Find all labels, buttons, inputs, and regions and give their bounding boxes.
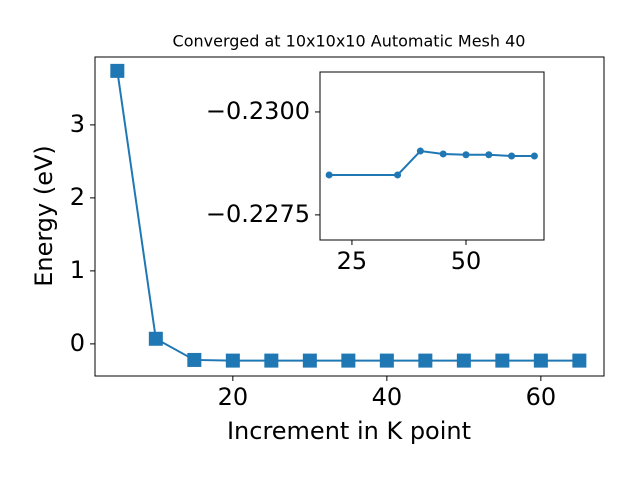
data-point	[394, 171, 402, 179]
data-point	[572, 353, 587, 368]
data-point	[462, 151, 470, 159]
y-axis-label: Energy (eV)	[30, 145, 58, 287]
x-axis-label: Increment in K point	[227, 417, 471, 445]
data-point	[148, 331, 163, 346]
data-point	[530, 152, 538, 160]
data-point	[508, 152, 516, 160]
data-line	[329, 150, 535, 176]
data-point	[439, 150, 447, 158]
y-tick-label: 3	[70, 110, 85, 138]
x-tick-label: 50	[451, 247, 482, 275]
y-tick-label: 1	[70, 256, 85, 284]
y-tick-label: −0.2275	[206, 200, 310, 228]
data-point	[485, 151, 493, 159]
data-point	[495, 353, 510, 368]
data-point	[416, 147, 424, 155]
data-point	[110, 63, 125, 78]
y-tick-label: −0.2300	[206, 97, 310, 125]
data-point	[325, 171, 333, 179]
x-tick-label: 60	[526, 383, 557, 411]
data-point	[418, 353, 433, 368]
y-tick-label: 2	[70, 183, 85, 211]
y-tick-label: 0	[70, 329, 85, 357]
data-point	[302, 353, 317, 368]
data-point	[187, 352, 202, 367]
chart-title: Converged at 10x10x10 Automatic Mesh 40	[173, 32, 526, 51]
data-point	[456, 353, 471, 368]
x-tick-label: 25	[337, 247, 368, 275]
data-point	[533, 353, 548, 368]
data-point	[379, 353, 394, 368]
data-point	[341, 353, 356, 368]
data-point	[264, 353, 279, 368]
x-tick-label: 40	[372, 383, 403, 411]
data-point	[225, 353, 240, 368]
x-tick-label: 20	[218, 383, 249, 411]
